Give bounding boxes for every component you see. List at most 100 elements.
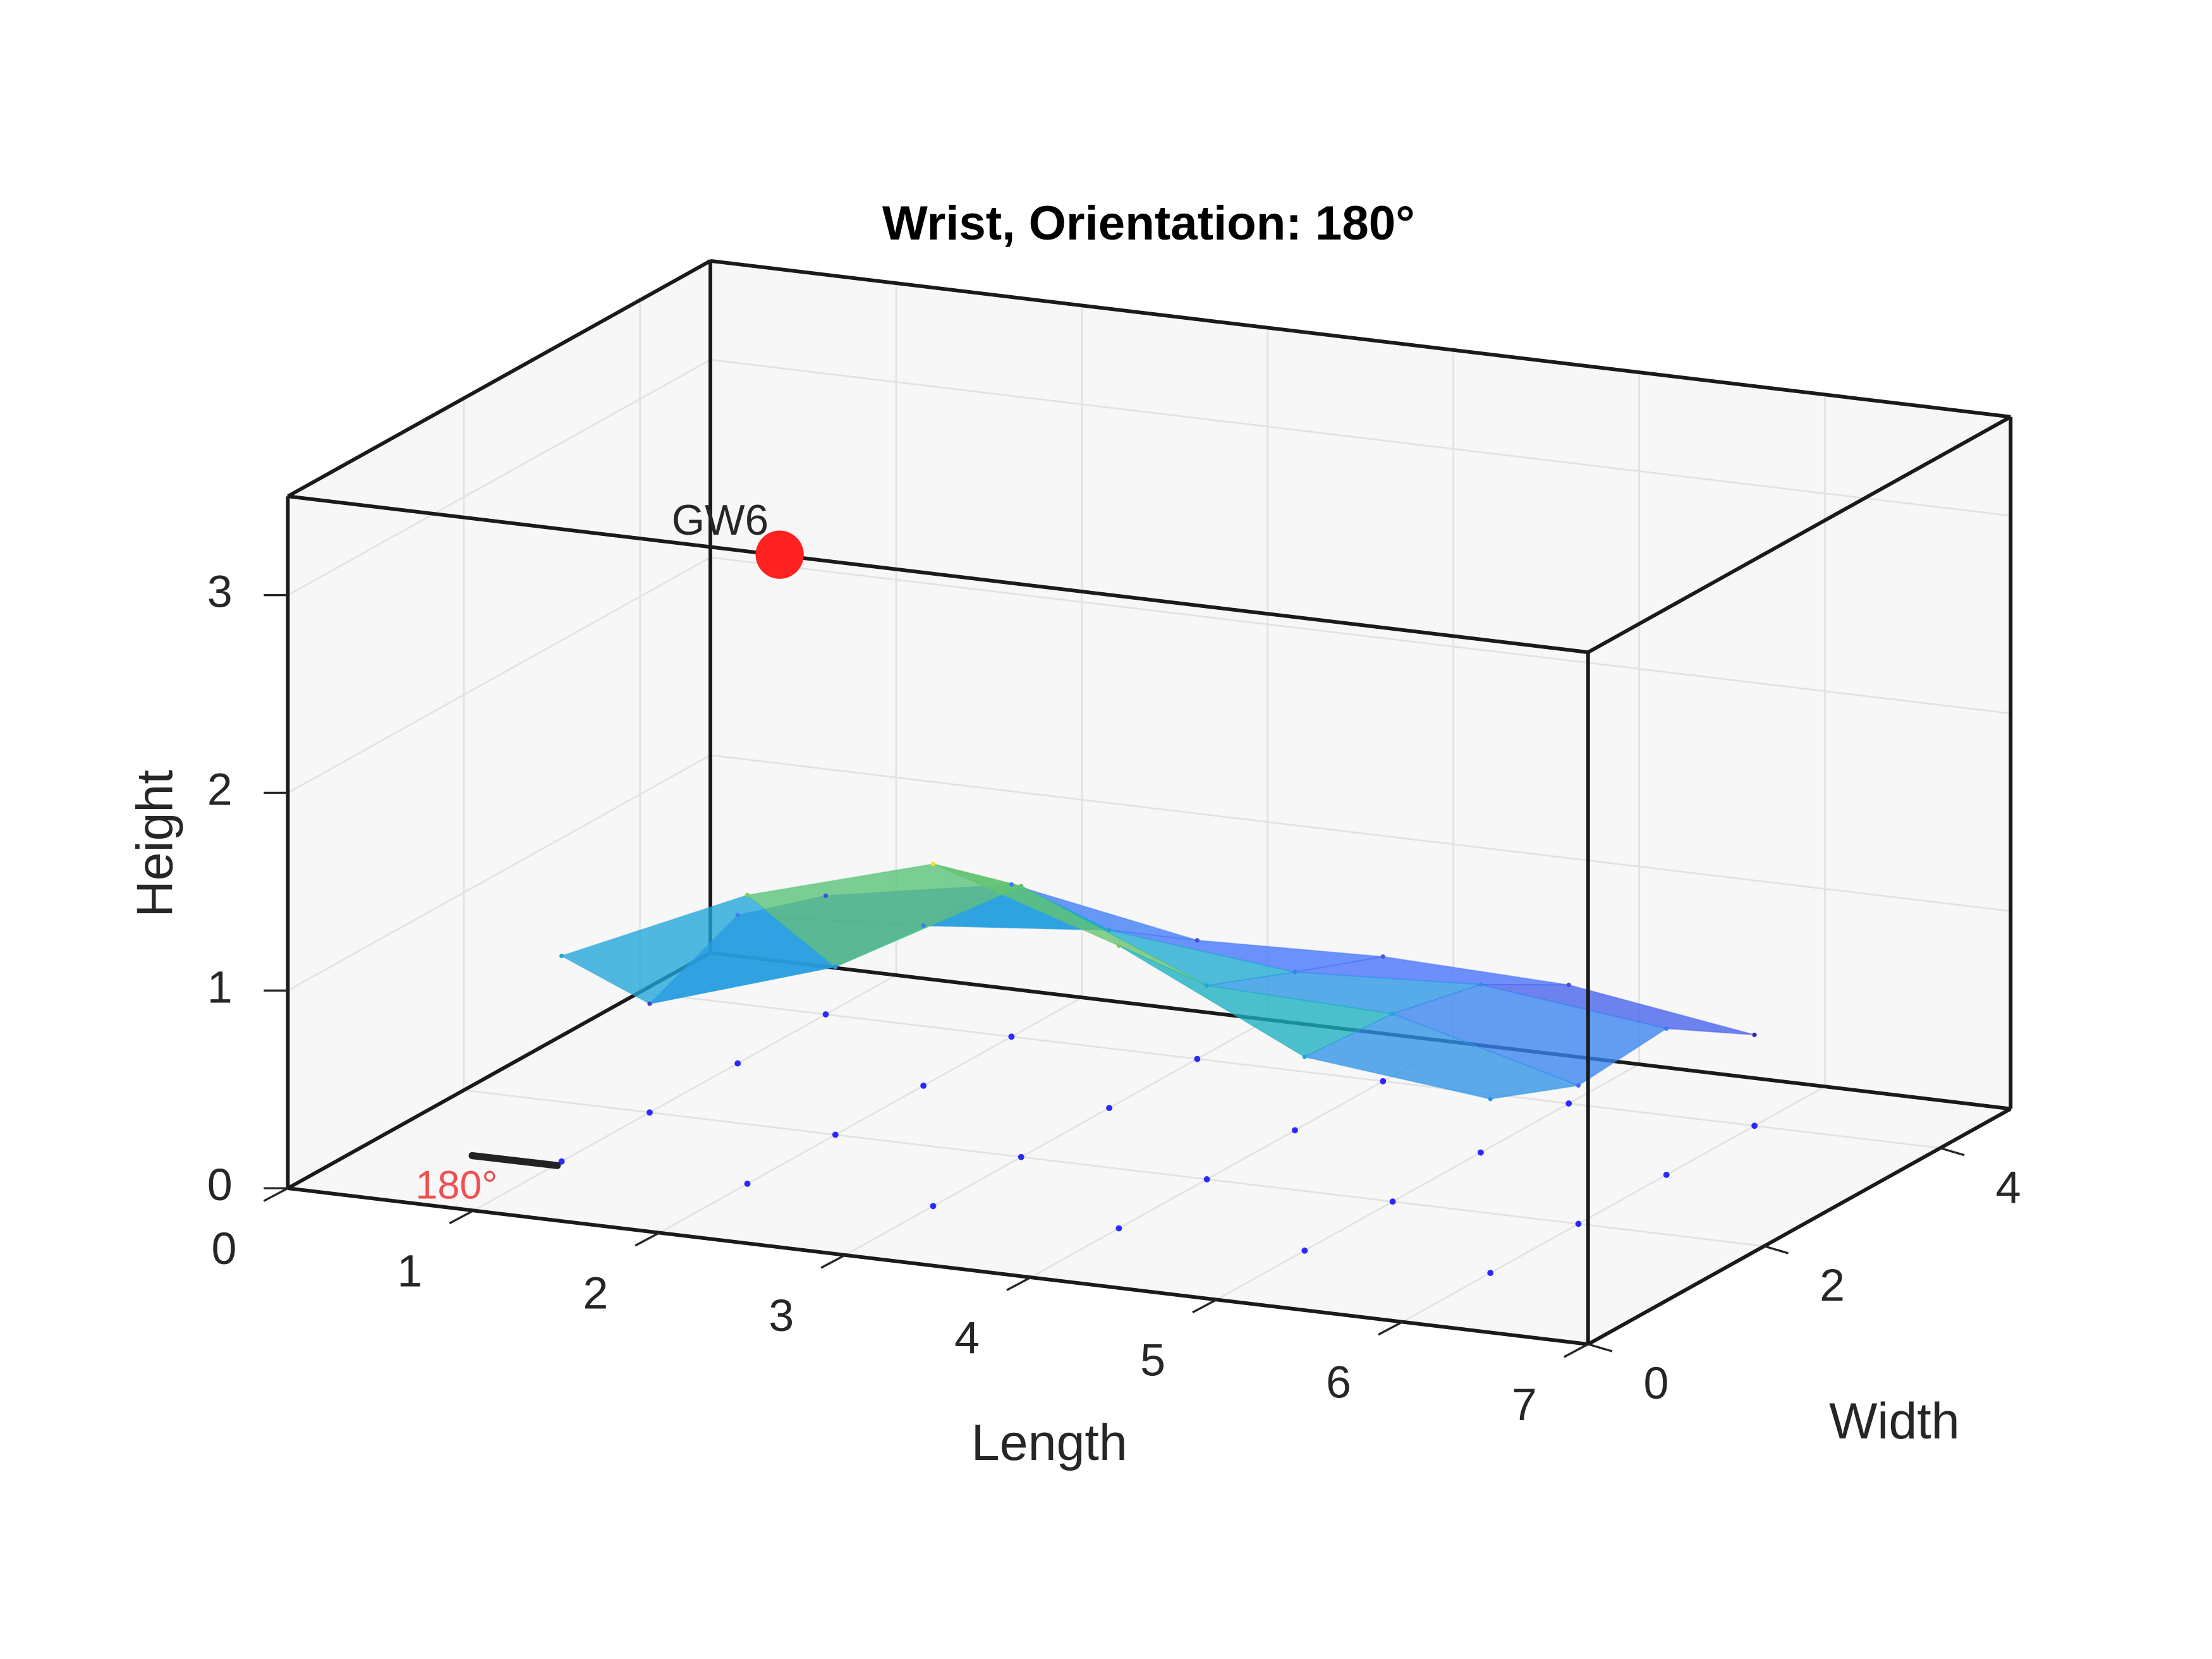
surface-vertex bbox=[1302, 1054, 1307, 1059]
x-tick-label: 1 bbox=[397, 1246, 422, 1296]
grid-line bbox=[287, 359, 711, 596]
grid-line bbox=[710, 556, 2011, 715]
surface-vertex bbox=[833, 964, 838, 969]
grid-line bbox=[710, 358, 2011, 517]
tick-mark bbox=[1563, 1343, 1589, 1358]
floor-point bbox=[647, 1109, 653, 1116]
tick-mark bbox=[1588, 1343, 1613, 1352]
surface-vertex bbox=[1019, 884, 1024, 889]
z-tick-label: 3 bbox=[207, 567, 233, 617]
front-edges bbox=[286, 258, 2013, 1346]
z-tick-label: 0 bbox=[207, 1160, 233, 1210]
grid-line bbox=[640, 991, 1941, 1149]
z-axis-label: Height bbox=[127, 770, 184, 917]
floor-point bbox=[1115, 1225, 1122, 1232]
surface-vertex bbox=[1292, 969, 1297, 975]
y-tick-label: 4 bbox=[1996, 1162, 2021, 1213]
floor-point bbox=[1008, 1033, 1015, 1040]
z-tick-label: 1 bbox=[207, 962, 233, 1012]
surface-vertex bbox=[1576, 1083, 1581, 1088]
box-edge bbox=[1587, 1107, 2012, 1346]
y-axis-label: Width bbox=[1829, 1393, 1959, 1450]
floor-point bbox=[558, 1158, 565, 1165]
surface-vertex bbox=[1107, 927, 1112, 933]
x-tick-label: 4 bbox=[954, 1313, 980, 1363]
tick-mark bbox=[449, 1209, 475, 1225]
x-tick-label: 0 bbox=[212, 1224, 237, 1274]
marker-label: GW6 bbox=[672, 497, 769, 544]
floor-point bbox=[744, 1181, 751, 1187]
box-edge bbox=[710, 258, 2011, 419]
axes-wall bbox=[288, 952, 2011, 1344]
x-tick-label: 7 bbox=[1512, 1380, 1537, 1430]
surface-vertex bbox=[559, 953, 564, 959]
surface-vertex bbox=[1194, 938, 1200, 943]
floor-point bbox=[734, 1060, 741, 1067]
surface-vertex bbox=[1566, 982, 1571, 987]
floor-point bbox=[1751, 1122, 1758, 1129]
tick-mark bbox=[1940, 1146, 1965, 1157]
floor-point bbox=[1301, 1247, 1308, 1254]
surface-vertex bbox=[1205, 983, 1210, 988]
floor-point bbox=[1477, 1149, 1484, 1156]
floor-point bbox=[920, 1082, 927, 1089]
x-tick-label: 5 bbox=[1140, 1335, 1165, 1385]
floor-point bbox=[1389, 1198, 1396, 1205]
surface-vertex bbox=[744, 892, 750, 897]
surface-vertex bbox=[1390, 1011, 1395, 1016]
floor-point bbox=[1380, 1078, 1387, 1085]
surface-vertex bbox=[1380, 954, 1385, 959]
surface-vertex bbox=[1664, 1026, 1669, 1031]
axes-walls bbox=[288, 260, 2011, 1344]
surface-vertex bbox=[930, 861, 936, 866]
grid-line bbox=[463, 1089, 1765, 1248]
floor-point bbox=[1018, 1153, 1024, 1160]
x-tick-label: 6 bbox=[1326, 1358, 1351, 1408]
marker-point bbox=[755, 530, 804, 579]
tick-mark bbox=[1377, 1321, 1403, 1336]
floor-point bbox=[832, 1131, 839, 1138]
surface-vertex bbox=[823, 893, 829, 898]
y-tick-label: 2 bbox=[1820, 1260, 1845, 1311]
floor-point bbox=[1106, 1105, 1112, 1112]
box-edge bbox=[288, 1186, 1589, 1346]
tick-mark bbox=[820, 1254, 846, 1269]
surface-vertex bbox=[1488, 1097, 1493, 1102]
y-tick-label: 0 bbox=[1644, 1358, 1669, 1409]
box-edge bbox=[287, 259, 712, 498]
surface bbox=[559, 861, 1757, 1102]
floor-point bbox=[1203, 1176, 1210, 1182]
floor-point bbox=[930, 1203, 937, 1210]
surface-vertex bbox=[1009, 882, 1014, 887]
floor-point bbox=[1663, 1171, 1670, 1178]
chart-title: Wrist, Orientation: 180° bbox=[882, 197, 1415, 250]
tick-mark bbox=[1192, 1298, 1217, 1314]
surface-vertex bbox=[921, 923, 926, 928]
marker-group: GW6 bbox=[672, 497, 804, 579]
floor-point bbox=[1487, 1270, 1494, 1277]
x-axis-label: Length bbox=[971, 1414, 1127, 1471]
z-tick-label: 2 bbox=[207, 764, 233, 815]
grid-line bbox=[287, 754, 711, 992]
orientation-indicator bbox=[468, 1152, 561, 1169]
ticks: 0 1 2 3 4 5 6 7 0 2 4 0 1 2 3 bbox=[207, 567, 2021, 1430]
surface-vertex bbox=[1752, 1032, 1757, 1037]
tick-mark bbox=[635, 1232, 660, 1247]
tick-mark bbox=[263, 1187, 289, 1202]
tick-mark bbox=[1006, 1276, 1031, 1291]
x-tick-label: 2 bbox=[583, 1268, 608, 1319]
box-edge bbox=[288, 494, 1589, 654]
floor-point bbox=[822, 1011, 829, 1018]
x-tick-label: 3 bbox=[769, 1291, 794, 1341]
grid-line bbox=[287, 556, 711, 794]
floor-point bbox=[1565, 1100, 1572, 1107]
floor-point bbox=[1292, 1127, 1298, 1134]
floor-points bbox=[558, 1011, 1758, 1277]
surface-vertex bbox=[735, 913, 740, 918]
surface-vertex bbox=[1116, 943, 1121, 948]
surface-vertex bbox=[1478, 982, 1483, 987]
floor-point bbox=[1575, 1220, 1582, 1227]
floor-point bbox=[1194, 1055, 1201, 1062]
